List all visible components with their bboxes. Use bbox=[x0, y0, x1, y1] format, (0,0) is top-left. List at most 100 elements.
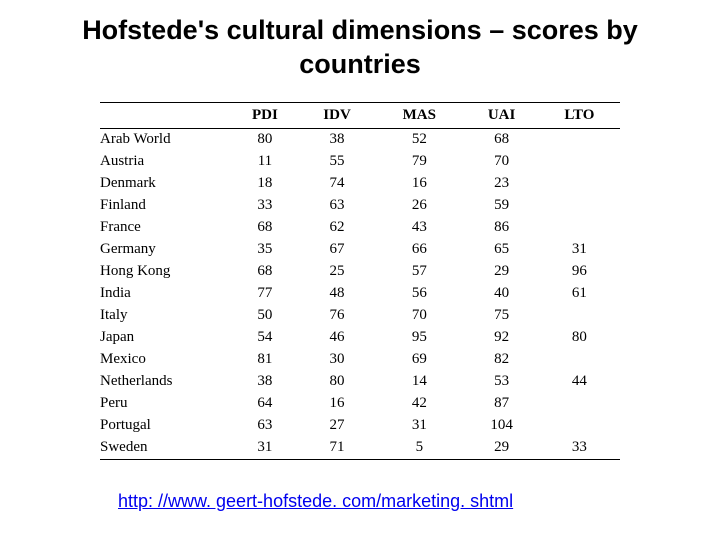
value-cell: 75 bbox=[464, 305, 538, 327]
value-cell: 68 bbox=[464, 128, 538, 151]
country-cell: Arab World bbox=[100, 128, 230, 151]
value-cell: 63 bbox=[300, 195, 374, 217]
value-cell: 50 bbox=[230, 305, 300, 327]
table-row: Finland33632659 bbox=[100, 195, 620, 217]
value-cell: 80 bbox=[300, 371, 374, 393]
value-cell: 31 bbox=[374, 415, 464, 437]
value-cell: 59 bbox=[464, 195, 538, 217]
value-cell: 31 bbox=[539, 239, 620, 261]
country-cell: France bbox=[100, 217, 230, 239]
table-row: Mexico81306982 bbox=[100, 349, 620, 371]
value-cell: 68 bbox=[230, 261, 300, 283]
value-cell: 52 bbox=[374, 128, 464, 151]
value-cell: 31 bbox=[230, 437, 300, 460]
value-cell: 14 bbox=[374, 371, 464, 393]
country-cell: Netherlands bbox=[100, 371, 230, 393]
value-cell: 43 bbox=[374, 217, 464, 239]
value-cell bbox=[539, 415, 620, 437]
value-cell: 64 bbox=[230, 393, 300, 415]
value-cell bbox=[539, 128, 620, 151]
value-cell: 87 bbox=[464, 393, 538, 415]
value-cell: 70 bbox=[464, 151, 538, 173]
country-cell: Japan bbox=[100, 327, 230, 349]
col-pdi: PDI bbox=[230, 102, 300, 128]
value-cell: 61 bbox=[539, 283, 620, 305]
value-cell: 40 bbox=[464, 283, 538, 305]
table-row: Arab World80385268 bbox=[100, 128, 620, 151]
col-idv: IDV bbox=[300, 102, 374, 128]
value-cell: 80 bbox=[539, 327, 620, 349]
value-cell: 16 bbox=[300, 393, 374, 415]
value-cell bbox=[539, 173, 620, 195]
value-cell: 67 bbox=[300, 239, 374, 261]
country-cell: Austria bbox=[100, 151, 230, 173]
table-row: Italy50767075 bbox=[100, 305, 620, 327]
col-mas: MAS bbox=[374, 102, 464, 128]
country-cell: Finland bbox=[100, 195, 230, 217]
table-header-row: PDI IDV MAS UAI LTO bbox=[100, 102, 620, 128]
value-cell: 95 bbox=[374, 327, 464, 349]
value-cell: 96 bbox=[539, 261, 620, 283]
table-row: Japan5446959280 bbox=[100, 327, 620, 349]
country-cell: Portugal bbox=[100, 415, 230, 437]
table-row: Hong Kong6825572996 bbox=[100, 261, 620, 283]
col-uai: UAI bbox=[464, 102, 538, 128]
table-row: India7748564061 bbox=[100, 283, 620, 305]
value-cell: 70 bbox=[374, 305, 464, 327]
table-row: Sweden317152933 bbox=[100, 437, 620, 460]
value-cell: 29 bbox=[464, 437, 538, 460]
country-cell: India bbox=[100, 283, 230, 305]
value-cell: 65 bbox=[464, 239, 538, 261]
value-cell: 56 bbox=[374, 283, 464, 305]
value-cell: 42 bbox=[374, 393, 464, 415]
value-cell bbox=[539, 305, 620, 327]
value-cell: 44 bbox=[539, 371, 620, 393]
value-cell: 26 bbox=[374, 195, 464, 217]
country-cell: Italy bbox=[100, 305, 230, 327]
value-cell: 62 bbox=[300, 217, 374, 239]
source-link[interactable]: http: //www. geert-hofstede. com/marketi… bbox=[118, 491, 513, 512]
value-cell: 46 bbox=[300, 327, 374, 349]
table-row: Denmark18741623 bbox=[100, 173, 620, 195]
scores-table: PDI IDV MAS UAI LTO Arab World80385268Au… bbox=[100, 102, 620, 460]
country-cell: Mexico bbox=[100, 349, 230, 371]
value-cell: 53 bbox=[464, 371, 538, 393]
col-lto: LTO bbox=[539, 102, 620, 128]
country-cell: Germany bbox=[100, 239, 230, 261]
value-cell: 35 bbox=[230, 239, 300, 261]
country-cell: Peru bbox=[100, 393, 230, 415]
table-row: France68624386 bbox=[100, 217, 620, 239]
value-cell: 18 bbox=[230, 173, 300, 195]
value-cell: 38 bbox=[300, 128, 374, 151]
value-cell bbox=[539, 151, 620, 173]
value-cell: 63 bbox=[230, 415, 300, 437]
value-cell: 11 bbox=[230, 151, 300, 173]
value-cell bbox=[539, 195, 620, 217]
page-title: Hofstede's cultural dimensions – scores … bbox=[28, 14, 692, 82]
value-cell: 25 bbox=[300, 261, 374, 283]
value-cell: 33 bbox=[539, 437, 620, 460]
value-cell: 66 bbox=[374, 239, 464, 261]
table-row: Portugal632731104 bbox=[100, 415, 620, 437]
value-cell: 48 bbox=[300, 283, 374, 305]
value-cell: 77 bbox=[230, 283, 300, 305]
value-cell: 57 bbox=[374, 261, 464, 283]
table-row: Netherlands3880145344 bbox=[100, 371, 620, 393]
value-cell: 79 bbox=[374, 151, 464, 173]
value-cell: 74 bbox=[300, 173, 374, 195]
value-cell: 55 bbox=[300, 151, 374, 173]
value-cell: 30 bbox=[300, 349, 374, 371]
value-cell: 54 bbox=[230, 327, 300, 349]
value-cell: 92 bbox=[464, 327, 538, 349]
country-cell: Hong Kong bbox=[100, 261, 230, 283]
value-cell: 16 bbox=[374, 173, 464, 195]
value-cell bbox=[539, 349, 620, 371]
scores-table-container: PDI IDV MAS UAI LTO Arab World80385268Au… bbox=[100, 102, 620, 460]
table-row: Peru64164287 bbox=[100, 393, 620, 415]
value-cell: 81 bbox=[230, 349, 300, 371]
value-cell: 5 bbox=[374, 437, 464, 460]
value-cell: 29 bbox=[464, 261, 538, 283]
value-cell: 80 bbox=[230, 128, 300, 151]
value-cell: 71 bbox=[300, 437, 374, 460]
value-cell: 82 bbox=[464, 349, 538, 371]
